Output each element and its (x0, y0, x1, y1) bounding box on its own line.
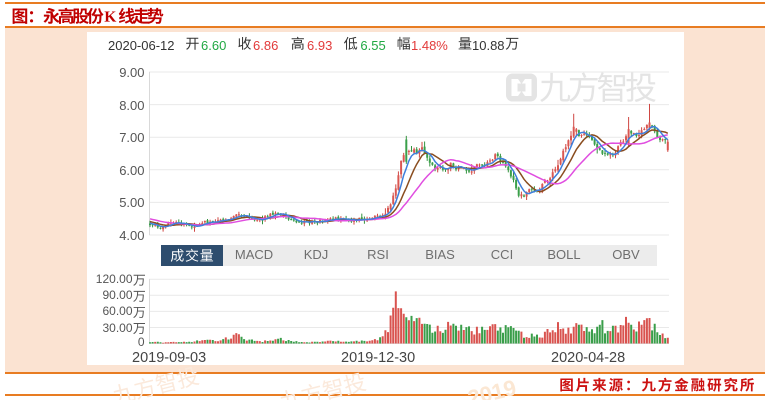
svg-text:2019: 2019 (465, 375, 519, 400)
